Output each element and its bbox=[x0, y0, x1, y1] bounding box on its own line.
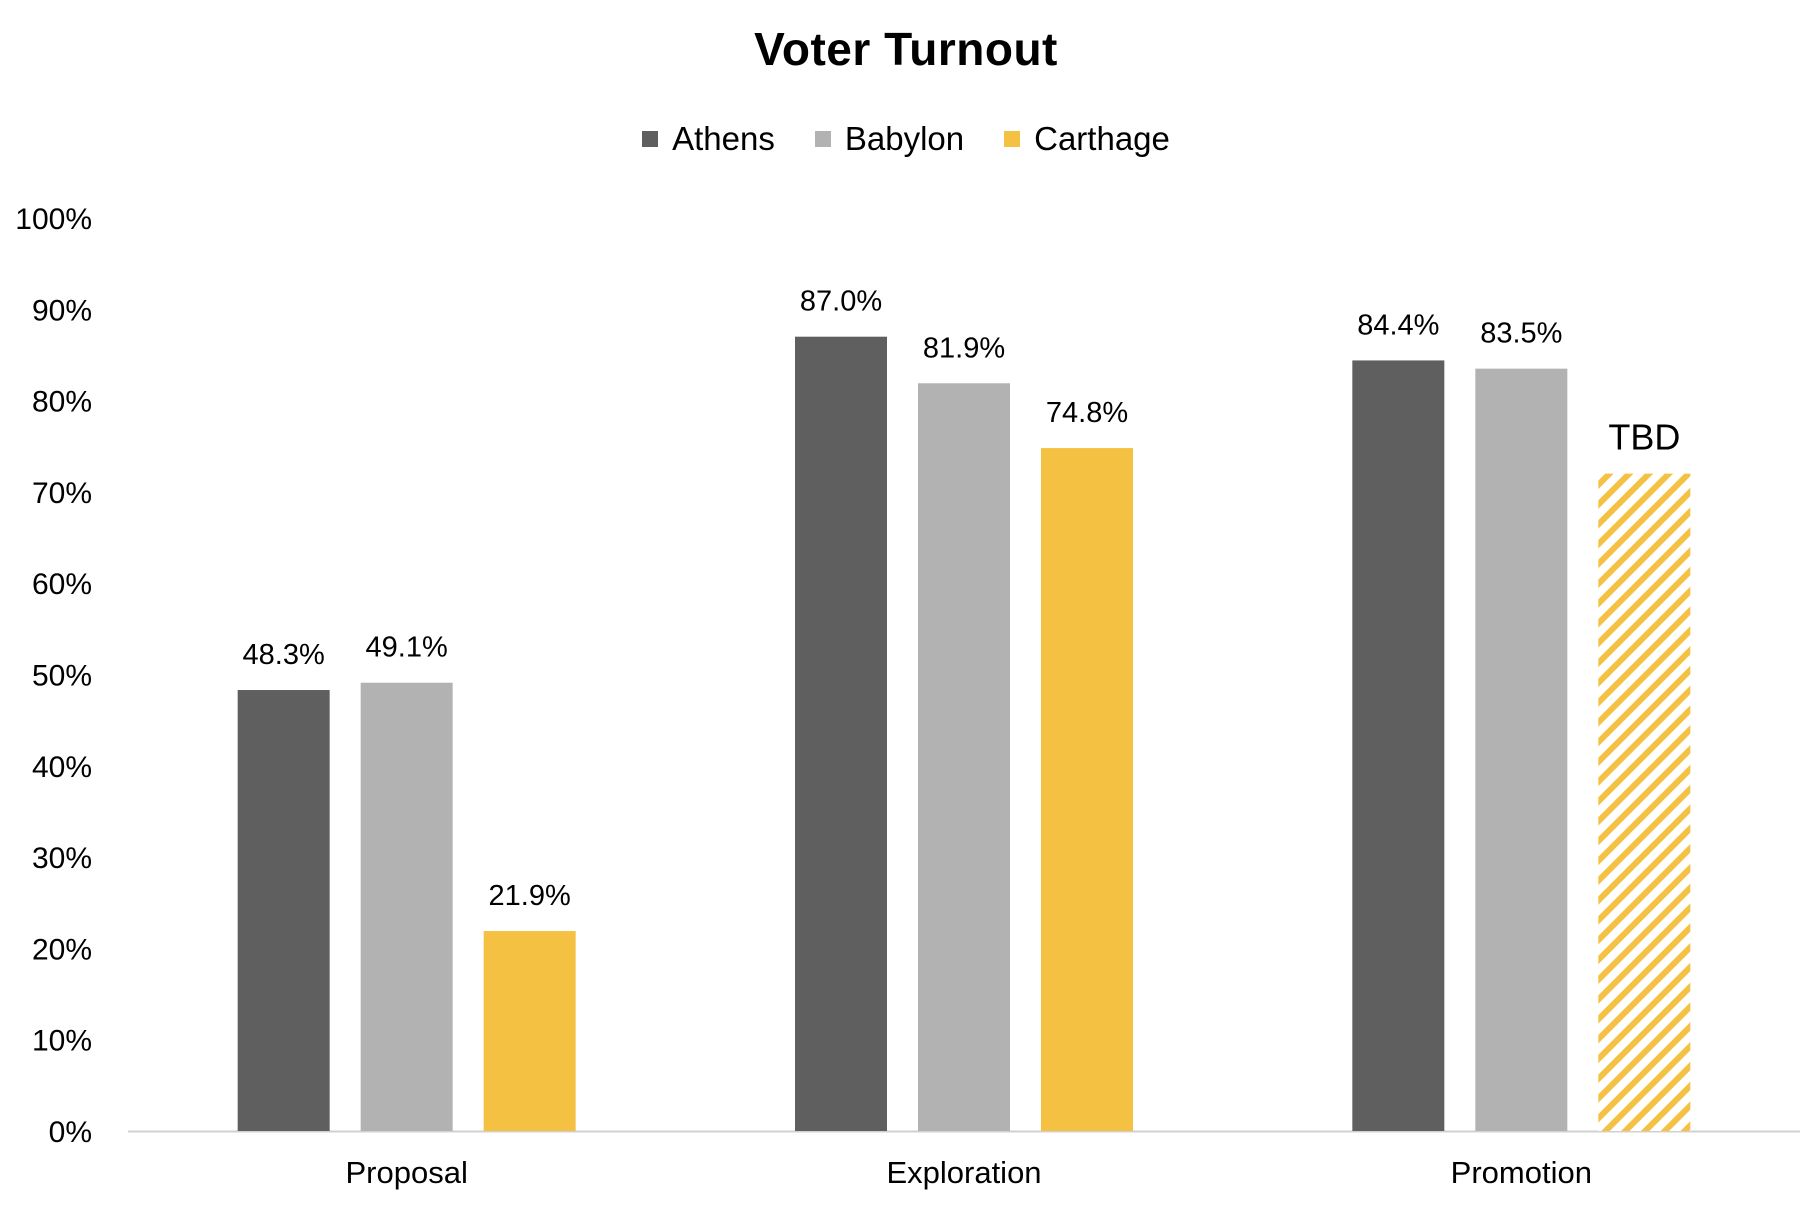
legend-swatch-carthage bbox=[1004, 131, 1021, 147]
y-tick-label: 0% bbox=[49, 1116, 92, 1149]
y-tick-label: 70% bbox=[32, 477, 92, 510]
bar-carthage-exploration bbox=[1041, 448, 1133, 1131]
bar-athens-proposal bbox=[237, 690, 330, 1131]
y-tick-label: 40% bbox=[32, 751, 92, 784]
legend-item-carthage: Carthage bbox=[1004, 120, 1170, 158]
value-label-athens-proposal: 48.3% bbox=[243, 639, 325, 671]
bar-babylon-exploration bbox=[918, 383, 1010, 1131]
chart-title: Voter Turnout bbox=[754, 23, 1058, 75]
bar-carthage-promotion-placeholder bbox=[1598, 473, 1691, 1131]
legend-item-babylon: Babylon bbox=[814, 120, 965, 158]
legend-label-babylon: Babylon bbox=[844, 120, 965, 157]
bar-babylon-promotion bbox=[1475, 368, 1568, 1131]
bar-carthage-proposal bbox=[483, 931, 576, 1131]
y-axis-ticks: 0% 10% 20% 30% 40% 50% 60% 70% 80% 90% 100% bbox=[15, 203, 92, 1149]
chart-legend: Athens Babylon Carthage bbox=[0, 120, 1812, 158]
value-label-carthage-promotion: TBD bbox=[1608, 417, 1680, 458]
value-label-carthage-proposal: 21.9% bbox=[489, 880, 571, 912]
legend-swatch-athens bbox=[642, 131, 659, 147]
x-tick-label-exploration: Exploration bbox=[886, 1155, 1041, 1190]
x-tick-label-promotion: Promotion bbox=[1451, 1155, 1592, 1190]
y-tick-label: 50% bbox=[32, 660, 92, 693]
bar-athens-exploration bbox=[795, 336, 887, 1131]
y-tick-label: 10% bbox=[32, 1025, 92, 1058]
value-label-babylon-proposal: 49.1% bbox=[366, 632, 448, 664]
bars bbox=[237, 336, 1691, 1132]
value-label-athens-exploration: 87.0% bbox=[800, 286, 882, 318]
y-tick-label: 80% bbox=[32, 386, 92, 419]
legend-label-carthage: Carthage bbox=[1034, 120, 1170, 157]
legend-item-athens: Athens bbox=[642, 120, 775, 158]
value-labels: 48.3% 49.1% 21.9% 87.0% 81.9% 74.8% 84.4% 83.5%… bbox=[243, 286, 1681, 912]
x-axis-labels: Proposal Exploration Promotion bbox=[345, 1155, 1591, 1190]
legend-label-athens: Athens bbox=[672, 120, 775, 157]
legend-swatch-babylon bbox=[814, 131, 831, 147]
x-tick-label-proposal: Proposal bbox=[345, 1155, 467, 1190]
value-label-babylon-promotion: 83.5% bbox=[1480, 318, 1562, 350]
y-tick-label: 20% bbox=[32, 933, 92, 966]
y-tick-label: 60% bbox=[32, 568, 92, 601]
y-tick-label: 100% bbox=[15, 203, 92, 236]
bar-babylon-proposal bbox=[360, 682, 453, 1131]
y-tick-label: 30% bbox=[32, 842, 92, 875]
bar-athens-promotion bbox=[1352, 360, 1445, 1132]
y-tick-label: 90% bbox=[32, 294, 92, 327]
value-label-carthage-exploration: 74.8% bbox=[1046, 397, 1128, 429]
value-label-athens-promotion: 84.4% bbox=[1357, 309, 1439, 341]
value-label-babylon-exploration: 81.9% bbox=[923, 332, 1005, 364]
